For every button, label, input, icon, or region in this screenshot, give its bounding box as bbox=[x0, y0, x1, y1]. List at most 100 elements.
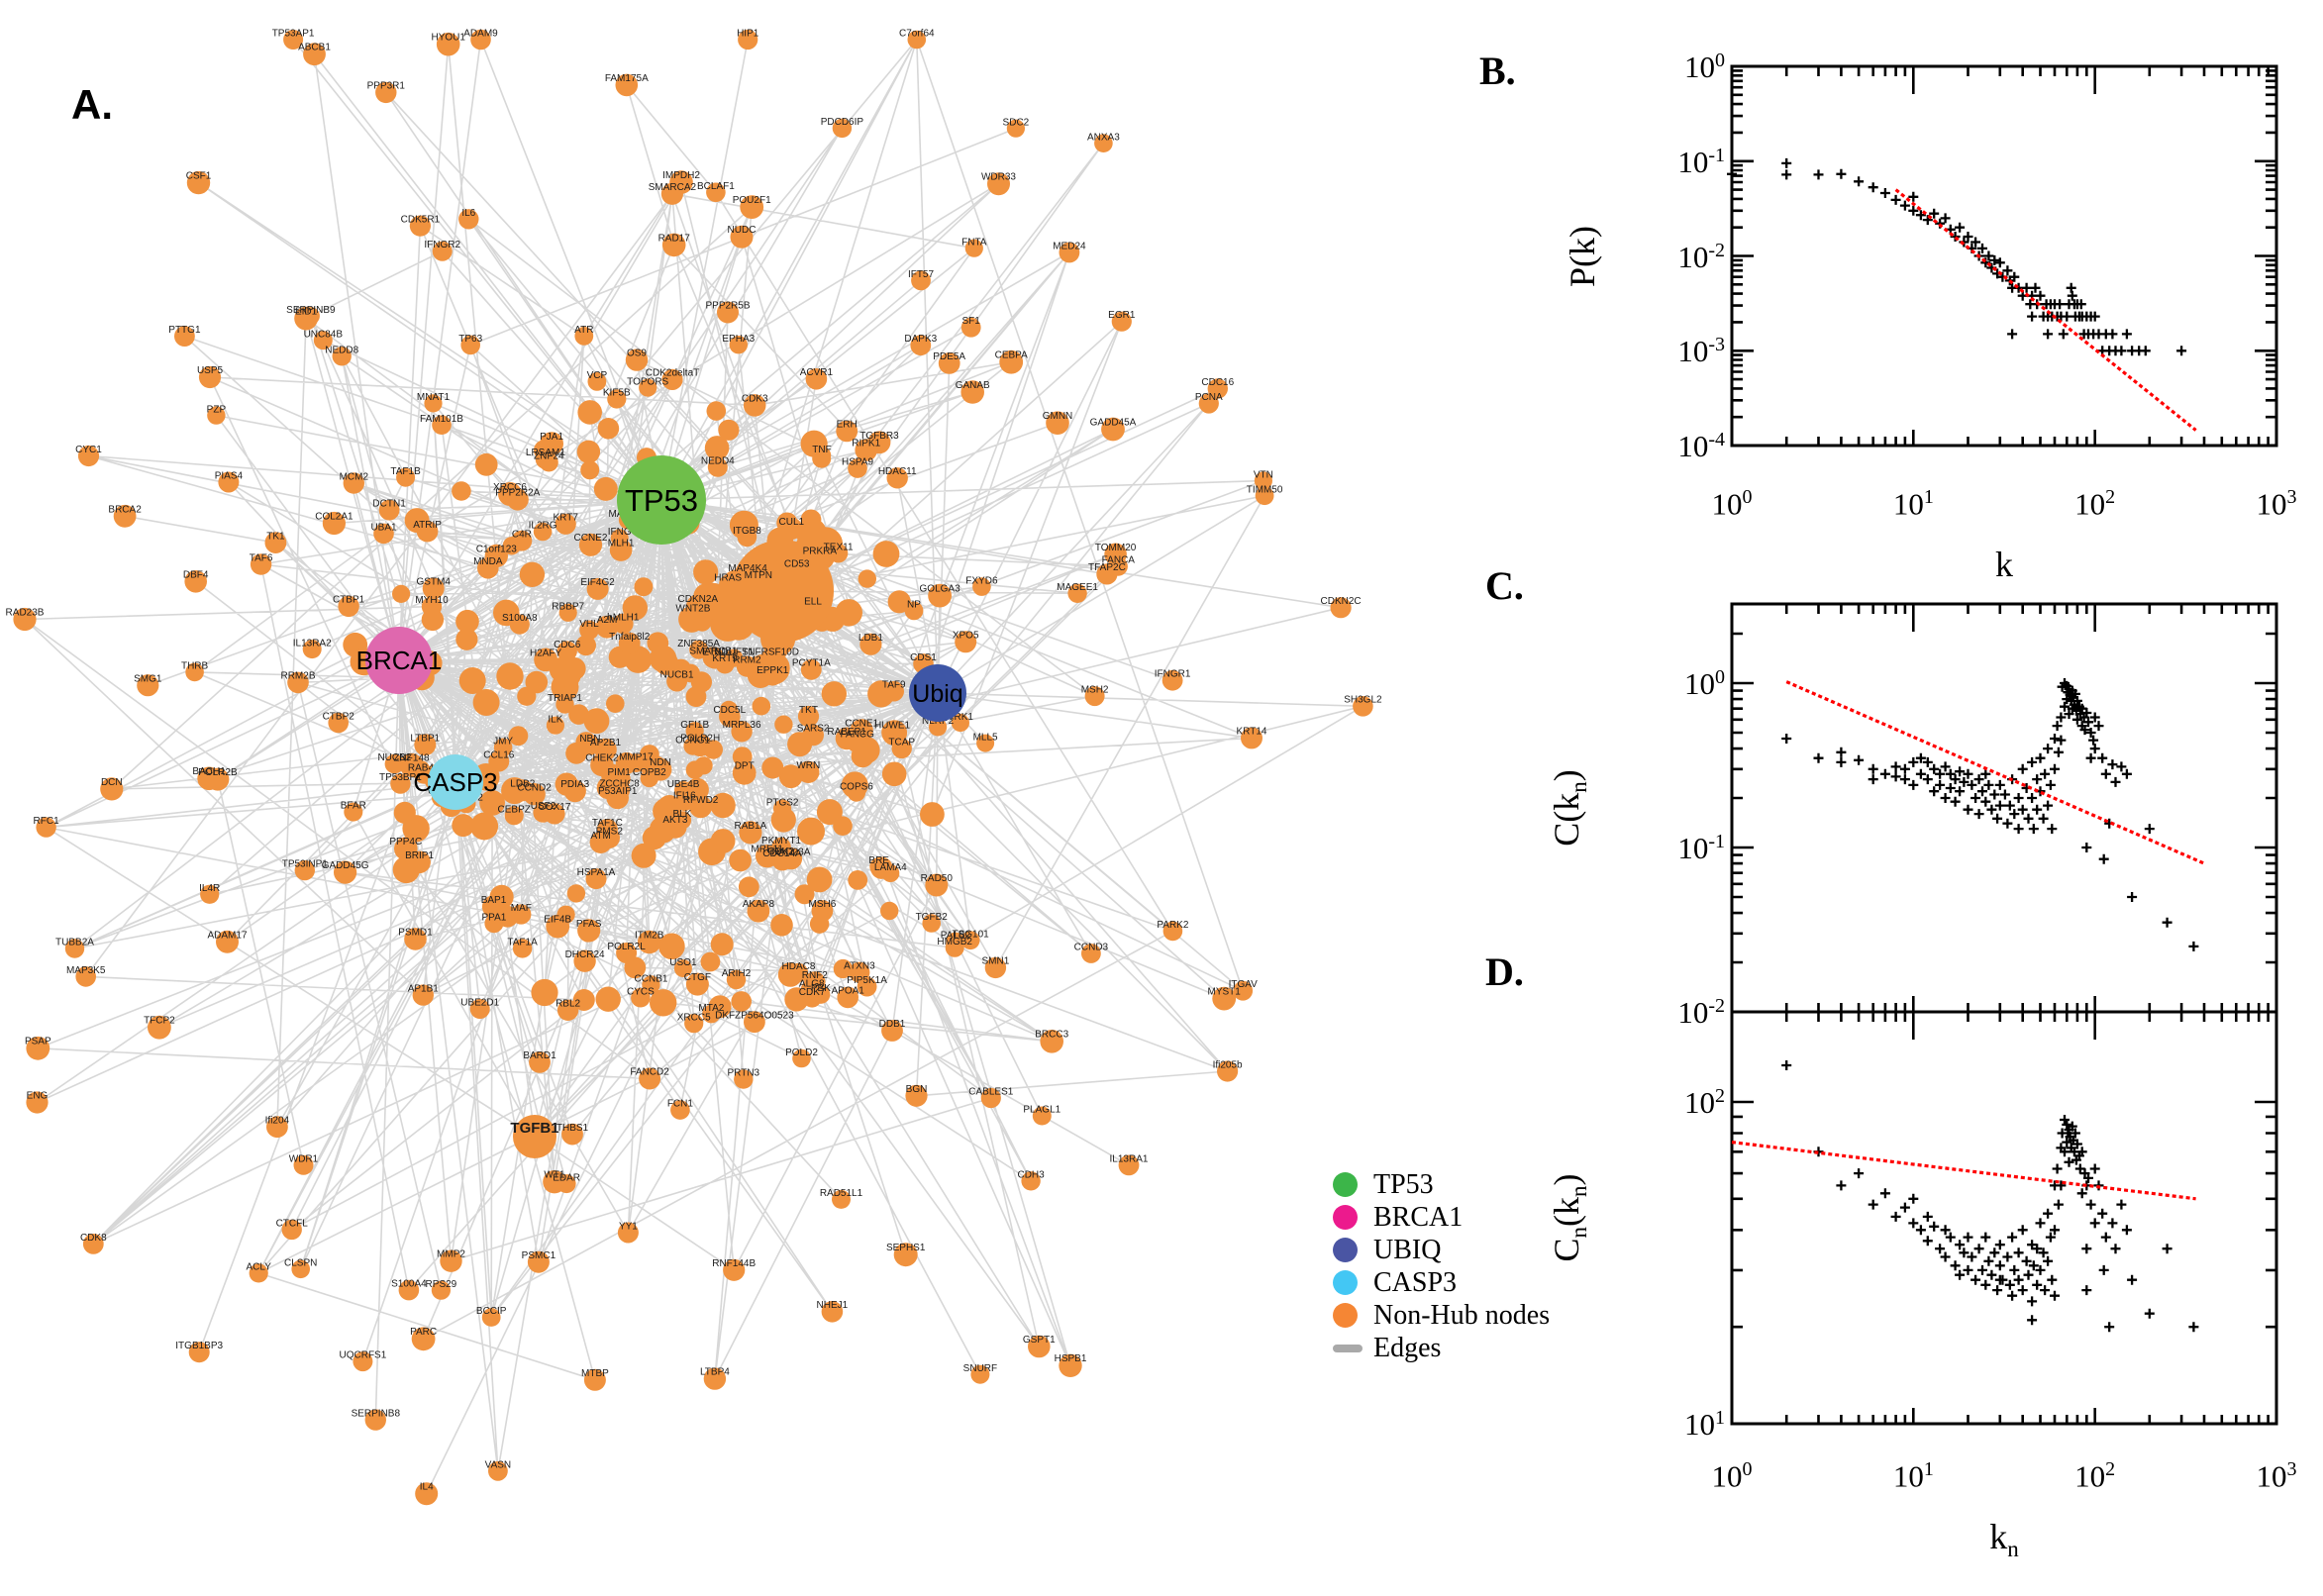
svg-text:UBA1: UBA1 bbox=[370, 522, 397, 533]
non-hub-nodes bbox=[13, 29, 1373, 1506]
svg-text:CDKN2C: CDKN2C bbox=[1321, 596, 1362, 607]
legend-item-label: UBIQ bbox=[1373, 1234, 1442, 1265]
svg-text:TAF6: TAF6 bbox=[250, 552, 273, 563]
svg-text:CCNB1: CCNB1 bbox=[635, 973, 668, 984]
svg-text:PRTN3: PRTN3 bbox=[727, 1068, 759, 1079]
svg-text:USP5: USP5 bbox=[197, 365, 224, 376]
svg-text:TCAP: TCAP bbox=[888, 737, 915, 748]
svg-text:BRCC3: BRCC3 bbox=[1035, 1030, 1068, 1041]
svg-text:NEDD4: NEDD4 bbox=[701, 455, 735, 466]
svg-text:DBF4: DBF4 bbox=[183, 569, 209, 580]
svg-text:NHEJ1: NHEJ1 bbox=[817, 1300, 849, 1311]
svg-text:TP53INP1: TP53INP1 bbox=[282, 859, 329, 870]
svg-text:RNF144B: RNF144B bbox=[712, 1258, 756, 1269]
svg-text:FNTA: FNTA bbox=[961, 238, 987, 249]
svg-text:CCNE2: CCNE2 bbox=[574, 533, 608, 544]
svg-text:ABCB1: ABCB1 bbox=[298, 43, 331, 53]
svg-text:ITM2B: ITM2B bbox=[635, 930, 664, 941]
svg-text:NBN: NBN bbox=[579, 734, 600, 745]
svg-text:RFC1: RFC1 bbox=[34, 816, 60, 827]
svg-text:C1orf123: C1orf123 bbox=[476, 544, 518, 554]
svg-text:MLL5: MLL5 bbox=[973, 733, 998, 744]
svg-text:SNURF: SNURF bbox=[963, 1363, 997, 1374]
legend-dot-swatch bbox=[1333, 1303, 1358, 1328]
svg-text:CTGF: CTGF bbox=[684, 972, 711, 983]
legend-dot-swatch bbox=[1333, 1270, 1358, 1295]
svg-text:MMP2: MMP2 bbox=[437, 1249, 465, 1260]
svg-text:EGR1: EGR1 bbox=[1108, 310, 1136, 321]
hub-node-tp53 bbox=[617, 455, 706, 545]
legend-item-brca1: BRCA1 bbox=[1333, 1201, 1550, 1234]
svg-text:CEBPA: CEBPA bbox=[995, 350, 1028, 361]
svg-text:TNFRSF10D: TNFRSF10D bbox=[742, 647, 799, 657]
svg-text:KRT9: KRT9 bbox=[712, 653, 738, 664]
svg-text:RAB1A: RAB1A bbox=[735, 821, 767, 832]
svg-text:EPHA3: EPHA3 bbox=[722, 334, 755, 345]
ytick-b-10^-3: 10-3 bbox=[1677, 334, 1725, 369]
ytick-c-10^-2: 10-2 bbox=[1677, 994, 1725, 1031]
svg-text:P53AIP1: P53AIP1 bbox=[598, 786, 638, 797]
svg-text:PCNA: PCNA bbox=[1195, 392, 1223, 403]
svg-text:SMN1: SMN1 bbox=[982, 956, 1010, 967]
ytick-d-10^2: 102 bbox=[1684, 1084, 1725, 1121]
svg-text:CDK3: CDK3 bbox=[742, 393, 768, 404]
svg-text:GADD45G: GADD45G bbox=[322, 860, 369, 871]
svg-text:IFNG: IFNG bbox=[608, 527, 632, 538]
svg-text:VHL: VHL bbox=[579, 619, 599, 630]
svg-text:PFAS: PFAS bbox=[576, 919, 602, 930]
svg-text:APOA1: APOA1 bbox=[832, 986, 865, 997]
svg-text:WRN: WRN bbox=[796, 760, 820, 771]
xtick-b-10^0: 100 bbox=[1711, 486, 1753, 522]
svg-text:TAF1A: TAF1A bbox=[507, 938, 538, 948]
svg-text:MSH6: MSH6 bbox=[809, 899, 837, 910]
data-points-c bbox=[1781, 678, 2199, 951]
svg-text:ATXN3: ATXN3 bbox=[844, 960, 875, 971]
svg-text:NP: NP bbox=[907, 600, 921, 611]
svg-text:BGN: BGN bbox=[906, 1084, 928, 1095]
panel-c bbox=[1730, 602, 2278, 1014]
svg-text:TRIAP1: TRIAP1 bbox=[548, 693, 582, 704]
yaxis-label-c: C(kn) bbox=[1546, 769, 1592, 847]
legend-edge-swatch bbox=[1333, 1344, 1363, 1352]
svg-text:PDE5A: PDE5A bbox=[933, 351, 965, 362]
legend-dot-swatch bbox=[1333, 1205, 1358, 1230]
svg-text:AKT3: AKT3 bbox=[662, 815, 687, 826]
svg-text:IL13RA2: IL13RA2 bbox=[293, 638, 332, 648]
svg-text:THBS1: THBS1 bbox=[556, 1123, 589, 1134]
svg-text:ATM: ATM bbox=[591, 831, 611, 842]
svg-text:A2M: A2M bbox=[597, 615, 618, 626]
svg-text:IFI16: IFI16 bbox=[673, 791, 696, 802]
svg-text:ALG8: ALG8 bbox=[799, 979, 825, 990]
svg-text:AP1B1: AP1B1 bbox=[408, 983, 440, 994]
xtick-b-10^2: 102 bbox=[2074, 486, 2116, 522]
svg-text:Tnfaip8l2: Tnfaip8l2 bbox=[609, 632, 651, 643]
svg-text:IFNGR1: IFNGR1 bbox=[1155, 669, 1191, 680]
svg-text:VTN: VTN bbox=[1254, 469, 1273, 480]
svg-text:RAB4A: RAB4A bbox=[408, 763, 441, 774]
svg-text:TSG101: TSG101 bbox=[952, 929, 989, 940]
svg-text:TNF: TNF bbox=[812, 445, 831, 455]
svg-text:MCM2: MCM2 bbox=[340, 471, 369, 482]
svg-text:CDK2: CDK2 bbox=[767, 847, 794, 857]
legend-item-label: Non-Hub nodes bbox=[1373, 1299, 1551, 1331]
svg-text:BACH1: BACH1 bbox=[192, 766, 226, 777]
xtick-b-10^1: 101 bbox=[1892, 486, 1934, 522]
legend-item-label: TP53 bbox=[1373, 1168, 1434, 1200]
panel-label-c: C. bbox=[1485, 563, 1524, 608]
svg-text:IL4R: IL4R bbox=[199, 883, 220, 894]
svg-text:ZNF24: ZNF24 bbox=[534, 451, 564, 462]
svg-text:PALB2: PALB2 bbox=[941, 931, 971, 942]
svg-text:IL4: IL4 bbox=[420, 1482, 434, 1493]
svg-text:Ifi204: Ifi204 bbox=[265, 1115, 290, 1126]
svg-text:HSPA1A: HSPA1A bbox=[577, 867, 616, 878]
svg-text:CCND2: CCND2 bbox=[517, 782, 552, 793]
ytick-b-10^-1: 10-1 bbox=[1677, 144, 1725, 179]
svg-text:MAF: MAF bbox=[511, 903, 532, 914]
svg-text:RIPK1: RIPK1 bbox=[852, 439, 880, 449]
svg-text:SERPINB9: SERPINB9 bbox=[286, 305, 336, 316]
svg-text:EPPK1: EPPK1 bbox=[757, 665, 789, 676]
svg-text:POLR2L: POLR2L bbox=[607, 942, 646, 952]
svg-text:VCP: VCP bbox=[587, 370, 608, 381]
svg-text:AP2B1: AP2B1 bbox=[590, 738, 622, 748]
